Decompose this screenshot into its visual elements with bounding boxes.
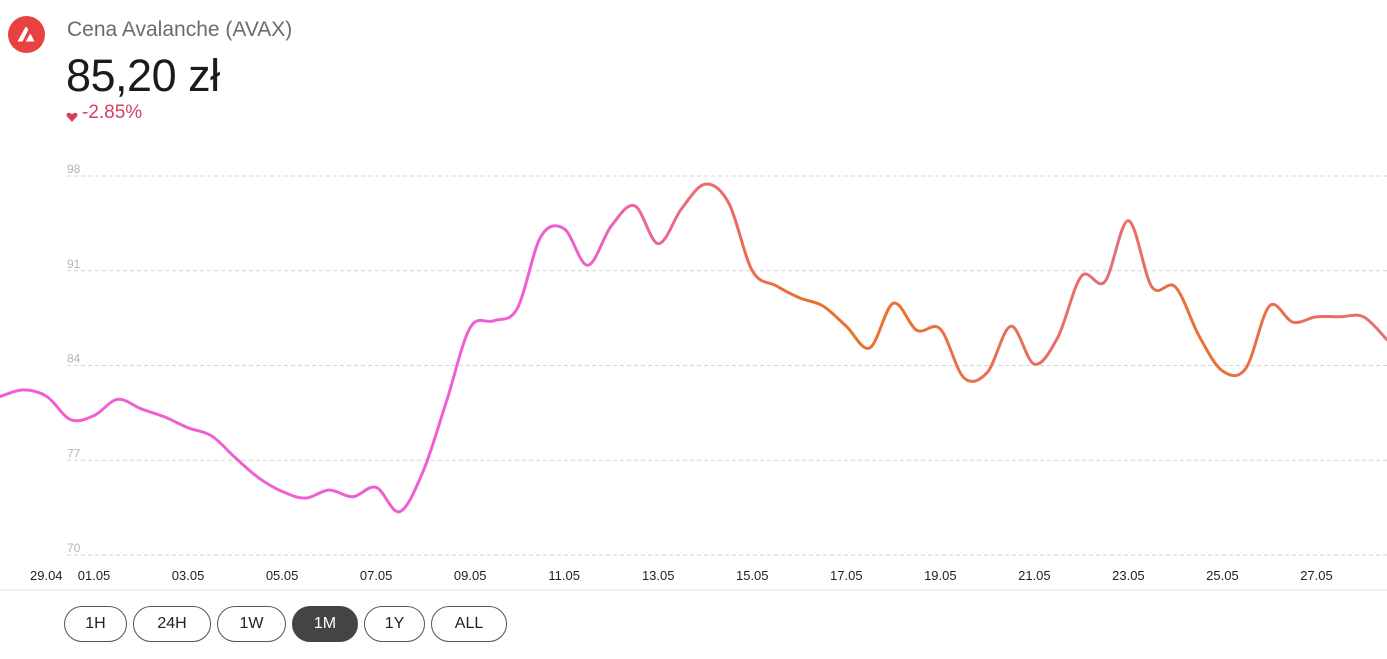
x-tick-label: 01.05 (78, 568, 111, 583)
price-line (0, 182, 1387, 514)
range-button-24h[interactable]: 24H (133, 606, 211, 642)
x-tick-label: 21.05 (1018, 568, 1051, 583)
price-change: -2.85% (66, 102, 142, 124)
y-tick-label: 91 (67, 257, 81, 271)
y-tick-label: 70 (67, 541, 81, 555)
range-button-all[interactable]: ALL (431, 606, 507, 642)
y-tick-label: 98 (67, 162, 81, 176)
x-tick-label: 27.05 (1300, 568, 1333, 583)
x-tick-label: 09.05 (454, 568, 487, 583)
range-button-1m[interactable]: 1M (292, 606, 358, 642)
range-button-1h[interactable]: 1H (64, 606, 127, 642)
x-tick-label: 13.05 (642, 568, 675, 583)
x-tick-label: 07.05 (360, 568, 393, 583)
x-tick-label: 25.05 (1206, 568, 1239, 583)
x-tick-label: 19.05 (924, 568, 957, 583)
avalanche-logo-icon (8, 16, 45, 53)
time-range-selector: 1H 24H 1W 1M 1Y ALL (64, 606, 507, 642)
range-button-1w[interactable]: 1W (217, 606, 286, 642)
x-tick-label: 23.05 (1112, 568, 1145, 583)
x-axis-ticks: 29.04 01.05 03.05 05.05 07.05 09.05 11.05 13.05… (30, 568, 1333, 583)
heart-down-icon (66, 107, 78, 122)
coin-title: Cena Avalanche (AVAX) (67, 18, 293, 41)
price-change-value: -2.85% (82, 102, 143, 123)
y-tick-label: 84 (67, 352, 81, 366)
y-tick-label: 77 (67, 446, 81, 460)
price-chart: 70 77 84 91 98 29.04 01.05 03.05 05.05 07.05 09.0… (0, 162, 1387, 591)
x-tick-label: 17.05 (830, 568, 863, 583)
x-tick-label: 15.05 (736, 568, 769, 583)
x-tick-label: 03.05 (172, 568, 205, 583)
x-tick-label: 11.05 (548, 568, 580, 583)
range-button-1y[interactable]: 1Y (364, 606, 425, 642)
current-price: 85,20 zł (66, 50, 220, 101)
avalanche-logo-icon-graphic (8, 16, 45, 53)
x-tick-label: 29.04 (30, 568, 63, 583)
grid-lines (67, 175, 1387, 556)
y-axis-ticks: 70 77 84 91 98 (67, 162, 81, 555)
x-tick-label: 05.05 (266, 568, 299, 583)
